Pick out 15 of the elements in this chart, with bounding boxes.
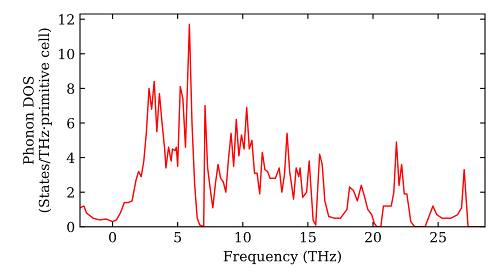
y-tick-label: 12 <box>59 14 74 24</box>
x-tick-label: 5 <box>174 232 182 242</box>
y-tick-label: 4 <box>66 152 74 163</box>
x-tick-label: 15 <box>300 232 316 242</box>
x-tick-label: 10 <box>236 232 251 242</box>
y-tick-label: 0 <box>67 222 74 232</box>
y-axis-title: Phonon DOS (States/THz·primitive cell) <box>22 28 52 212</box>
x-tick-label: 0 <box>109 232 116 242</box>
x-tick-label: 20 <box>365 232 381 242</box>
y-tick-label: 6 <box>67 118 74 128</box>
y-tick-label: 8 <box>67 83 74 94</box>
y-tick-label: 10 <box>59 48 74 60</box>
y-tick-label: 2 <box>67 187 74 198</box>
x-axis-title: Frequency (THz) <box>224 250 341 264</box>
x-tick-label: 25 <box>430 232 446 242</box>
